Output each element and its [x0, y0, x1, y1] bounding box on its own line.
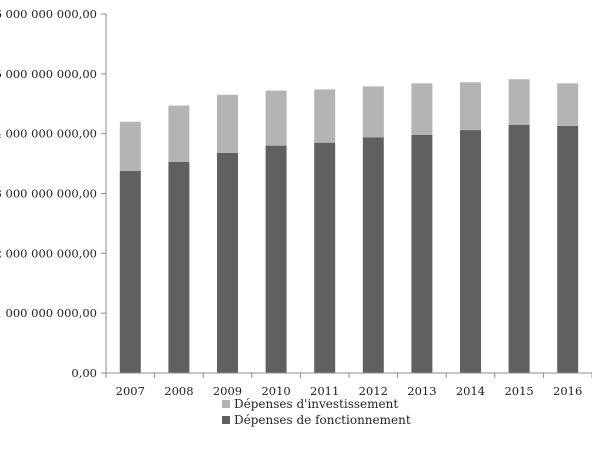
bar-segment-fonctionnement-2009	[217, 152, 238, 373]
x-tick-label: 2007	[116, 384, 145, 398]
legend-swatch	[222, 400, 230, 408]
x-tick-label: 2009	[213, 384, 242, 398]
bar-segment-fonctionnement-2013	[411, 134, 433, 373]
x-tick-label: 2015	[504, 384, 533, 398]
bar-segment-fonctionnement-2007	[119, 170, 141, 373]
x-tick-label: 2008	[164, 384, 193, 398]
legend-swatch	[222, 416, 230, 424]
y-tick-label: 2 000 000 000,00	[0, 246, 97, 260]
x-tick-label: 2011	[310, 384, 339, 398]
bar-segment-investissement-2014	[460, 82, 481, 131]
bar-segment-fonctionnement-2011	[314, 142, 336, 373]
x-tick-label: 2016	[553, 384, 582, 398]
y-tick-label: 3 000 000 000,00	[0, 187, 97, 201]
bar-segment-investissement-2012	[362, 86, 384, 138]
bar-segment-fonctionnement-2012	[362, 137, 384, 373]
y-tick-label: 6 000 000 000,00	[0, 7, 97, 21]
bar-segment-investissement-2016	[557, 83, 579, 126]
bar-segment-fonctionnement-2014	[460, 130, 481, 373]
legend-label: Dépenses d'investissement	[234, 397, 398, 411]
bar-segment-investissement-2008	[168, 105, 190, 162]
x-tick-label: 2010	[261, 384, 290, 398]
bar-segment-investissement-2015	[508, 79, 530, 125]
y-tick-label: 5 000 000 000,00	[0, 67, 97, 81]
x-tick-label: 2014	[456, 384, 485, 398]
bar-segment-fonctionnement-2016	[557, 125, 579, 373]
y-axis: 0,00 1 000 000 000,00 2 000 000 000,00 3 00…	[0, 7, 107, 380]
bar-segment-fonctionnement-2010	[265, 145, 287, 373]
legend-label: Dépenses de fonctionnement	[234, 413, 411, 427]
x-tick-label: 2013	[407, 384, 436, 398]
y-tick-label: 4 000 000 000,00	[0, 127, 97, 141]
x-axis: 2007 2008 2009 2010 2011 2012 2013 2014 2015 2016	[105, 372, 592, 398]
x-tick-label: 2012	[359, 384, 388, 398]
bar-segment-investissement-2009	[217, 94, 238, 153]
bar-segment-investissement-2011	[314, 89, 336, 143]
bars	[119, 79, 579, 373]
bar-segment-fonctionnement-2008	[168, 161, 190, 373]
bar-segment-investissement-2010	[265, 90, 287, 146]
bar-segment-investissement-2013	[411, 83, 433, 135]
bar-segment-fonctionnement-2015	[508, 124, 530, 373]
y-tick-label: 0,00	[71, 366, 97, 380]
y-tick-label: 1 000 000 000,00	[0, 306, 97, 320]
legend: Dépenses d'investissement Dépenses de fon…	[222, 397, 411, 427]
bar-segment-investissement-2007	[119, 121, 141, 171]
